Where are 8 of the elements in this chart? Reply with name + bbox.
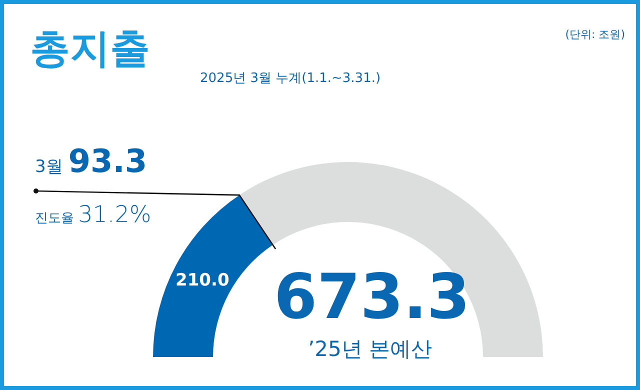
data-label: 210.0 [176,270,230,290]
text: ’25년 본예산 [308,337,432,361]
text: 진도율 31.2% [35,202,152,228]
text: (단위: 조원) [565,28,625,41]
text: 3월 93.3 [35,142,148,180]
text: 673.3 [274,260,470,333]
chart-title: 총지출 [30,26,150,72]
chart-subtitle: 2025년 3월 누계(1.1.~3.31.) [200,71,381,86]
